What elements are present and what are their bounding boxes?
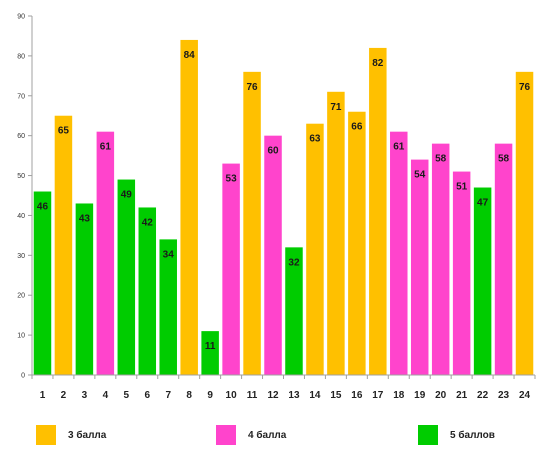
data-label: 54 [414,170,426,181]
bar [243,71,261,375]
data-label: 76 [247,82,259,93]
x-tick-label: 4 [103,390,109,401]
x-tick-label: 3 [82,390,88,401]
x-tick-label: 19 [414,390,426,401]
data-label: 46 [37,202,49,213]
x-tick-label: 8 [186,390,192,401]
x-tick-label: 22 [477,390,489,401]
bar [159,239,177,375]
legend-item-4: 4 балла [216,424,286,446]
data-label: 65 [58,126,70,137]
data-label: 11 [205,341,216,352]
legend-swatch-5 [418,425,438,445]
legend-label-4: 4 балла [248,429,287,441]
x-tick-label: 2 [61,390,67,401]
legend-swatch-4 [216,425,236,445]
bar [75,203,94,375]
legend-item-5: 5 баллов [418,424,495,446]
bar [327,91,345,376]
data-label: 71 [330,102,342,113]
bar [222,163,240,375]
y-tick-label: 90 [17,14,25,21]
y-tick-label: 0 [21,373,25,380]
bar [452,171,471,375]
data-label: 61 [100,142,112,153]
data-label: 84 [184,50,196,61]
bar [431,143,450,375]
legend-label-5: 5 баллов [450,429,495,441]
x-tick-label: 9 [207,390,213,401]
y-tick-label: 80 [17,53,25,60]
bar [33,191,52,375]
x-tick-label: 11 [247,390,258,401]
bar [369,47,387,376]
x-tick-label: 16 [351,390,363,401]
x-tick-label: 21 [456,390,468,401]
x-tick-label: 5 [124,390,130,401]
bar [410,159,429,375]
bar [494,143,513,375]
y-tick-label: 20 [17,293,25,300]
x-tick-label: 7 [165,390,171,401]
bar [285,247,303,375]
bar [96,131,115,375]
bar [306,123,324,375]
data-label: 63 [309,134,321,145]
x-tick-label: 23 [498,390,510,401]
y-tick-label: 30 [17,253,25,260]
data-label: 60 [267,146,279,157]
data-label: 34 [163,249,175,260]
legend-swatch-3 [36,425,56,445]
x-tick-label: 20 [435,390,447,401]
bar [138,207,157,375]
data-label: 47 [477,198,489,209]
x-tick-label: 1 [40,390,46,401]
x-tick-label: 24 [519,390,531,401]
bar [264,135,282,375]
data-label: 76 [519,82,531,93]
data-label: 49 [121,190,133,201]
data-label: 58 [435,154,447,165]
y-tick-label: 50 [17,173,25,180]
x-tick-label: 15 [330,390,342,401]
y-tick-label: 60 [17,133,25,140]
data-label: 66 [351,122,363,133]
bar [515,71,534,375]
data-label: 61 [393,142,405,153]
bar [348,111,366,375]
bar [54,115,73,375]
x-tick-label: 17 [372,390,384,401]
bar [180,39,198,375]
data-label: 51 [456,182,468,193]
bar [201,331,219,375]
legend-item-3: 3 балла [36,424,106,446]
x-tick-label: 14 [309,390,321,401]
x-tick-label: 6 [144,390,150,401]
bar [117,179,136,375]
legend-label-3: 3 балла [68,429,107,441]
bar [390,131,408,375]
data-label: 32 [288,257,300,268]
y-tick-label: 10 [17,333,25,340]
data-label: 53 [226,174,238,185]
x-tick-label: 12 [267,390,279,401]
y-tick-label: 40 [17,213,25,220]
data-label: 82 [372,58,384,69]
bar [473,187,492,375]
data-label: 42 [142,217,154,228]
x-tick-label: 18 [393,390,405,401]
data-label: 43 [79,213,91,224]
x-tick-label: 10 [226,390,238,401]
y-tick-label: 70 [17,93,25,100]
data-label: 58 [498,154,510,165]
x-tick-label: 13 [288,390,300,401]
